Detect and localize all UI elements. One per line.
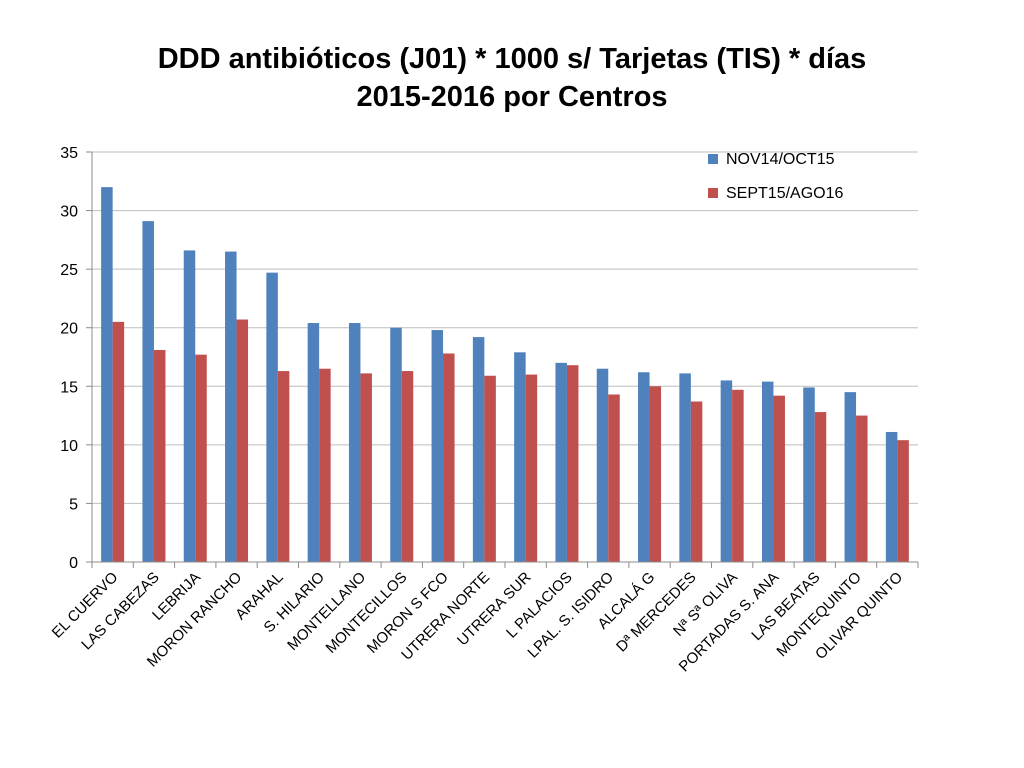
bar-series-1 [431,330,444,562]
bar-series-1 [844,392,857,562]
bar-series-1 [266,272,278,562]
bars [101,187,909,563]
bar-series-2 [897,440,909,562]
bar-series-2 [360,373,372,562]
bar-series-1 [885,431,898,562]
bar-series-2 [814,412,827,562]
bar-series-2 [319,368,331,562]
bar-series-1 [183,250,196,562]
bar-series-2 [566,365,579,562]
bar-series-1 [101,187,113,562]
legend-swatch [708,154,718,164]
bar-series-2 [112,321,125,562]
legend-label: NOV14/OCT15 [726,151,835,168]
bar-series-1 [307,323,320,562]
bar-series-1 [679,373,691,562]
bar-series-2 [690,401,703,562]
bar-series-2 [277,371,290,562]
bar-series-1 [555,362,567,562]
bar-series-1 [390,327,402,562]
chart-title-line-1: DDD antibióticos (J01) * 1000 s/ Tarjeta… [157,43,867,75]
y-tick-label: 5 [69,496,78,513]
bar-series-2 [773,395,785,562]
bar-series-1 [514,352,526,562]
y-tick-label: 15 [60,379,78,396]
bar-series-2 [236,319,249,562]
bar-series-1 [142,221,154,562]
bar-series-2 [153,349,166,562]
bar-series-2 [649,386,662,562]
y-tick-label: 0 [69,555,78,572]
bar-series-1 [472,337,485,562]
axes [86,151,919,568]
legend: NOV14/OCT15 SEPT15/AGO16 [708,151,843,202]
y-tick-labels: 0 5 10 15 20 25 30 35 [60,145,78,572]
bar-series-1 [761,381,774,562]
bar-series-2 [856,415,868,562]
bar-series-1 [638,372,650,562]
legend-label: SEPT15/AGO16 [726,185,843,202]
bar-series-1 [596,368,609,562]
bar-series-2 [732,389,744,562]
bar-series-1 [803,387,815,562]
legend-swatch [708,188,718,198]
bar-series-2 [484,375,496,562]
y-tick-label: 10 [60,438,78,455]
y-tick-label: 20 [60,321,78,338]
bar-series-2 [195,354,207,562]
bar-series-2 [401,371,414,562]
y-tick-label: 30 [60,204,78,221]
bar-series-2 [443,353,455,562]
bar-series-1 [348,323,361,562]
bar-series-1 [720,380,733,562]
chart-title-line-2: 2015-2016 por Centros [356,81,668,113]
bar-series-2 [608,394,620,562]
bar-series-1 [225,251,237,563]
y-tick-label: 25 [60,262,78,279]
gridlines [92,151,918,504]
bar-series-2 [525,374,538,562]
chart-title: DDD antibióticos (J01) * 1000 s/ Tarjeta… [0,40,1024,116]
y-tick-label: 35 [60,145,78,162]
